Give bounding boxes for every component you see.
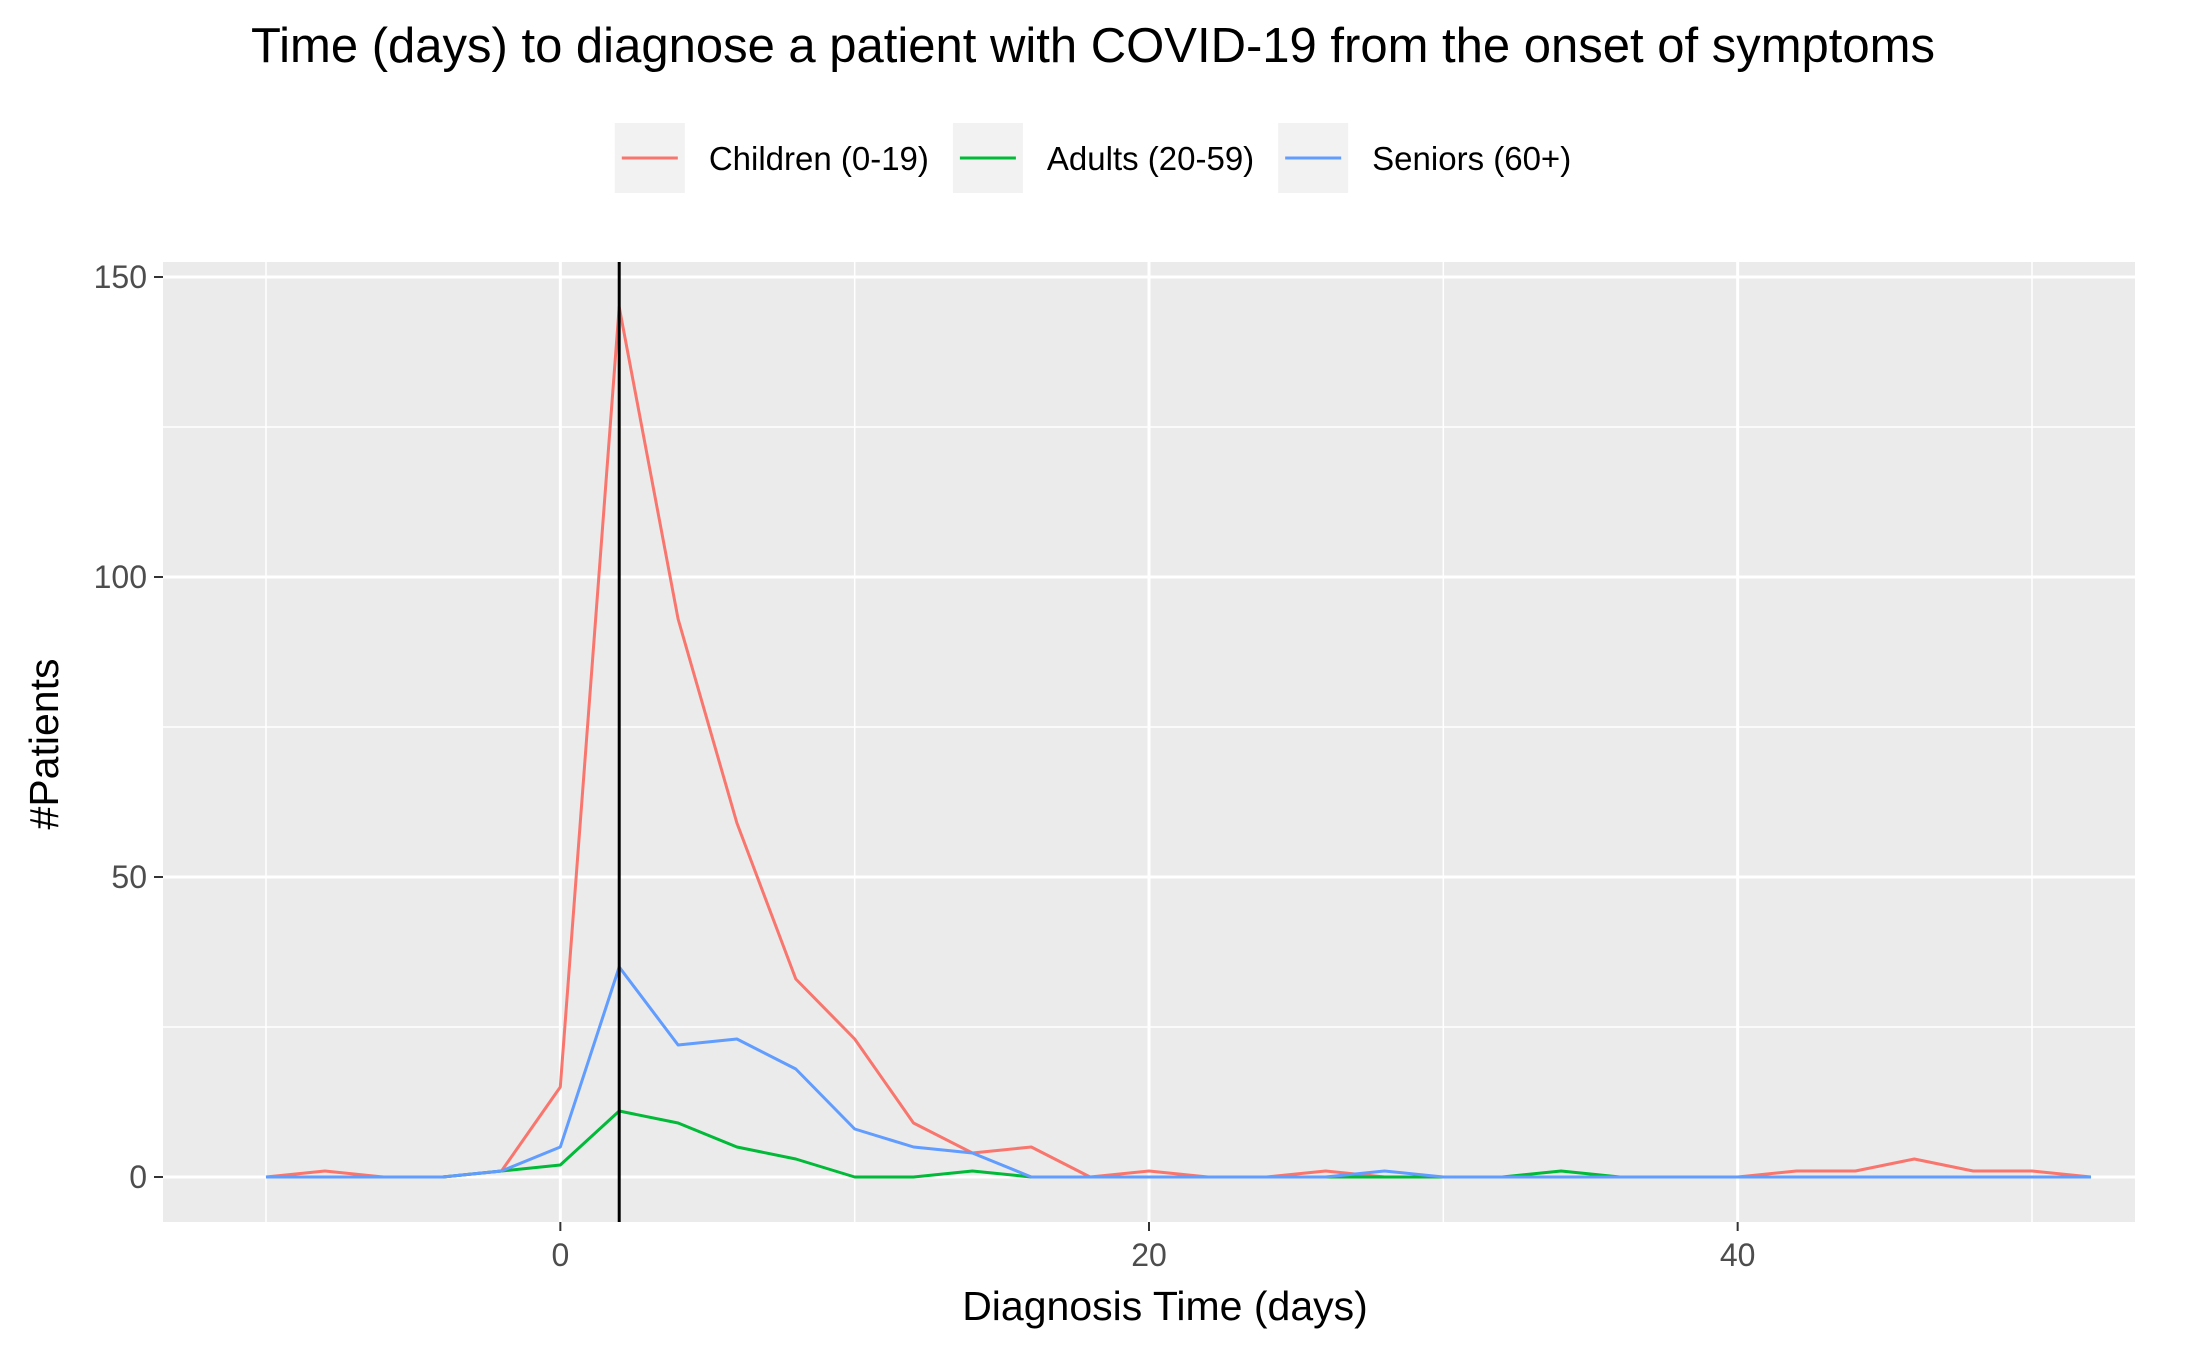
y-tick-label: 150	[94, 259, 147, 295]
x-tick-label: 0	[551, 1237, 569, 1273]
legend-label-1: Adults (20-59)	[1047, 140, 1254, 177]
chart-title: Time (days) to diagnose a patient with C…	[251, 19, 1935, 73]
x-tick-label: 40	[1720, 1237, 1756, 1273]
legend-label-0: Children (0-19)	[709, 140, 929, 177]
axes: 0 20 40 0 50 100 150	[94, 259, 1756, 1273]
grid-major	[163, 262, 2135, 1222]
series-line-0	[265, 305, 2092, 1179]
y-tick-label: 100	[94, 559, 147, 595]
x-axis-title: Diagnosis Time (days)	[962, 1283, 1368, 1329]
y-tick-label: 0	[129, 1159, 147, 1195]
legend: Children (0-19) Adults (20-59) Seniors (60…	[614, 123, 1571, 193]
y-tick-label: 50	[111, 859, 147, 895]
series-layer	[265, 305, 2092, 1179]
series-line-2	[266, 965, 2091, 1179]
x-tick-label: 20	[1131, 1237, 1167, 1273]
y-axis-title: #Patients	[21, 659, 67, 830]
legend-label-2: Seniors (60+)	[1372, 140, 1571, 177]
